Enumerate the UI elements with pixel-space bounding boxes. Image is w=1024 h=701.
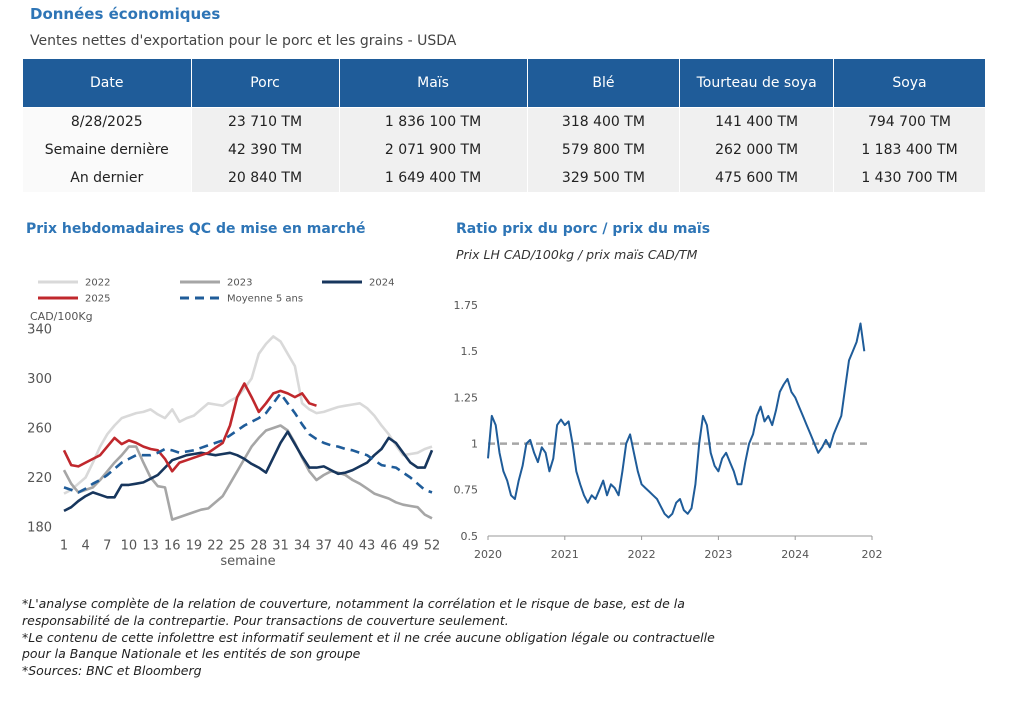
x-tick-label: 1 <box>60 539 68 554</box>
table-cell: 475 600 TM <box>679 164 834 192</box>
y-tick-label: 0.5 <box>461 530 479 543</box>
x-tick-label: 16 <box>164 539 181 554</box>
table-cell: 1 836 100 TM <box>338 107 528 136</box>
x-tick-label: 2023 <box>704 548 732 561</box>
x-tick-label: 7 <box>103 539 111 554</box>
footnote: *Sources: BNC et Bloomberg <box>22 663 202 679</box>
table-cell: 1 649 400 TM <box>338 164 528 192</box>
x-tick-label: 19 <box>186 539 203 554</box>
y-tick-label: 340 <box>27 323 52 338</box>
y-tick-label: 1 <box>471 437 478 450</box>
y-tick-label: 300 <box>27 372 52 387</box>
x-axis-label: semaine <box>220 554 275 569</box>
series-line <box>62 424 433 521</box>
table-cell: 42 390 TM <box>190 136 340 164</box>
table-body: 8/28/2025 23 710 TM 1 836 100 TM 318 400 TM… <box>22 107 987 192</box>
legend-label: 2023 <box>227 278 252 289</box>
legend-label: 2025 <box>85 294 110 305</box>
x-tick-label: 4 <box>82 539 90 554</box>
y-tick-label: 260 <box>27 422 52 437</box>
x-tick-label: 22 <box>207 539 224 554</box>
x-tick-label: 52 <box>424 539 441 554</box>
chart-subtitle: Prix LH CAD/100kg / prix maïs CAD/TM <box>456 247 698 262</box>
series-line <box>63 335 433 495</box>
series-line <box>63 392 433 494</box>
column-header: Tourteau de soya <box>679 58 834 108</box>
x-tick-label: 31 <box>272 539 289 554</box>
series-line <box>62 382 317 473</box>
table-cell: 318 400 TM <box>526 107 681 136</box>
table-cell: 329 500 TM <box>526 164 681 192</box>
x-tick-label: 2024 <box>781 548 809 561</box>
table-cell: 794 700 TM <box>832 107 987 136</box>
table-cell: 1 430 700 TM <box>832 164 987 192</box>
table-cell: 579 800 TM <box>526 136 681 164</box>
column-header: Blé <box>526 58 681 108</box>
x-tick-label: 34 <box>294 539 311 554</box>
y-tick-label: 1.75 <box>454 299 479 312</box>
footnote: pour la Banque Nationale et les entités … <box>22 646 361 662</box>
column-header: Date <box>22 58 192 108</box>
x-tick-label: 2021 <box>551 548 579 561</box>
x-tick-label: 202 <box>862 548 883 561</box>
x-tick-label: 2022 <box>628 548 656 561</box>
column-header: Soya <box>832 58 987 108</box>
page-subtitle: Ventes nettes d'exportation pour le porc… <box>30 33 457 49</box>
page-title: Données économiques <box>30 5 221 23</box>
x-tick-label: 10 <box>121 539 138 554</box>
x-tick-label: 25 <box>229 539 246 554</box>
legend-label: 2022 <box>85 278 110 289</box>
table-cell: 1 183 400 TM <box>832 136 987 164</box>
y-axis-label: CAD/100Kg <box>30 310 93 323</box>
x-tick-label: 46 <box>380 539 397 554</box>
y-tick-label: 1.25 <box>454 391 479 404</box>
x-tick-label: 28 <box>251 539 268 554</box>
y-tick-label: 180 <box>27 521 52 536</box>
footnote: *L'analyse complète de la relation de co… <box>22 596 685 611</box>
x-tick-label: 49 <box>402 539 419 554</box>
footnote: responsabilité de la contrepartie. Pour … <box>22 612 509 628</box>
legend-label: Moyenne 5 ans <box>227 294 303 305</box>
export-table: Date Porc Maïs Blé Tourteau de soya Soya 8/28/… <box>22 58 987 192</box>
table-cell: 20 840 TM <box>190 164 340 192</box>
table-cell: 2 071 900 TM <box>338 136 528 164</box>
table-cell: An dernier <box>22 164 192 192</box>
column-header: Porc <box>190 58 340 108</box>
y-tick-label: 1.5 <box>461 345 479 358</box>
table-cell: 23 710 TM <box>190 107 340 136</box>
footnote: *Le contenu de cette infolettre est info… <box>22 629 715 645</box>
table-cell: 262 000 TM <box>679 136 834 164</box>
y-tick-label: 220 <box>27 471 52 486</box>
table-cell: Semaine dernière <box>22 136 192 164</box>
chart-title: Prix hebdomadaires QC de mise en marché <box>26 221 365 237</box>
chart-title: Ratio prix du porc / prix du maïs <box>456 221 710 237</box>
y-tick-label: 0.75 <box>454 484 479 497</box>
legend-label: 2024 <box>369 278 394 289</box>
x-tick-label: 13 <box>142 539 159 554</box>
table-row: 8/28/2025 23 710 TM 1 836 100 TM 318 400 TM… <box>22 107 987 136</box>
x-tick-label: 40 <box>337 539 354 554</box>
series-line <box>487 322 866 519</box>
table-row: Semaine dernière 42 390 TM 2 071 900 TM 579… <box>22 136 987 164</box>
header-row: Date Porc Maïs Blé Tourteau de soya Soya <box>22 58 987 108</box>
x-tick-label: 43 <box>359 539 376 554</box>
column-header: Maïs <box>338 58 528 108</box>
table-cell: 8/28/2025 <box>22 107 192 136</box>
table-row: An dernier 20 840 TM 1 649 400 TM 329 500 T… <box>22 164 987 192</box>
x-tick-label: 37 <box>315 539 332 554</box>
table-cell: 141 400 TM <box>679 107 834 136</box>
x-tick-label: 2020 <box>474 548 502 561</box>
